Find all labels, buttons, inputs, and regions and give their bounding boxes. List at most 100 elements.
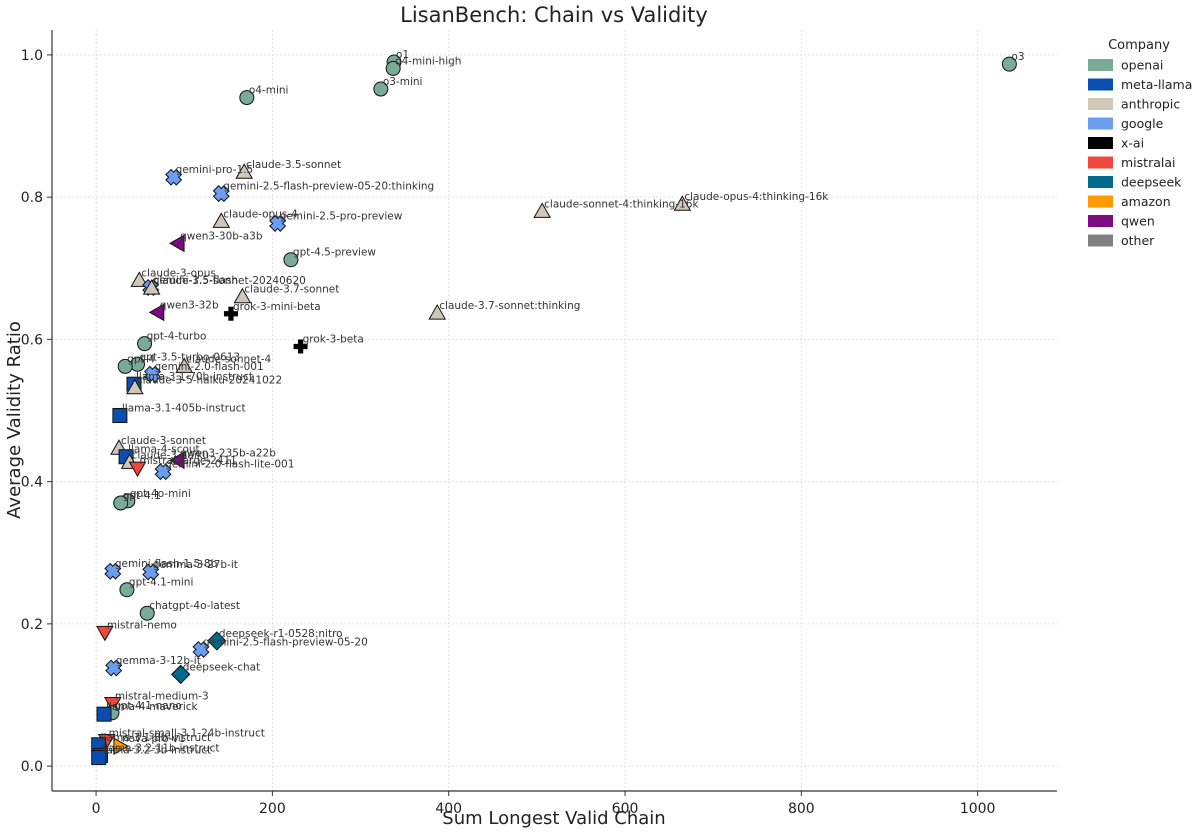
legend-label: mistralai: [1121, 155, 1175, 170]
axes: [47, 30, 1057, 796]
legend-label: qwen: [1121, 214, 1155, 229]
data-point: [385, 60, 401, 76]
data-point: [126, 378, 144, 395]
point-label: gemini-2.5-pro-preview: [280, 210, 403, 222]
x-tick-label: 0: [92, 801, 101, 817]
point-label: gemini-pro-1.5: [176, 164, 254, 176]
point-label: o4-mini-high: [395, 55, 461, 67]
point-label: gpt-4.1: [123, 490, 161, 502]
y-tick-label: 0.8: [21, 190, 43, 206]
point-label: qwen3-30b-a3b: [180, 230, 263, 242]
point-label: claude-sonnet-4:thinking-16k: [544, 198, 699, 210]
point-label: deepseek-r1-0528:nitro: [219, 628, 343, 640]
data-point: [171, 664, 191, 685]
legend-swatch: [1088, 137, 1113, 149]
x-tick-label: 800: [788, 801, 815, 817]
data-points: [91, 54, 1017, 766]
legend-label: other: [1121, 233, 1155, 248]
point-label: mistral-medium-3: [115, 691, 209, 703]
point-label: claude-3.5-sonnet: [246, 159, 341, 171]
legend-swatch: [1088, 98, 1113, 110]
point-label: gemini-2.5-flash-preview-05-20:thinking: [223, 181, 434, 193]
point-label: gemini-2.5-flash-preview-05-20: [203, 636, 368, 648]
legend-label: amazon: [1121, 194, 1171, 209]
data-point: [428, 304, 447, 320]
point-label: claude-opus-4: [223, 208, 298, 220]
point-label: chatgpt-4o-latest: [149, 600, 240, 612]
point-label: nova-pro-v1: [122, 733, 185, 745]
data-point: [207, 631, 227, 651]
y-tick-label: 0.4: [21, 475, 43, 491]
data-point: [117, 358, 133, 374]
x-tick-label: 200: [259, 801, 286, 817]
data-point: [373, 81, 389, 97]
point-label: llama-3.1-8b-instruct: [101, 732, 211, 744]
point-label: mistral-large-2411: [140, 455, 237, 467]
y-tick-label: 0.2: [21, 617, 43, 633]
data-point: [212, 212, 231, 228]
data-point: [142, 279, 161, 295]
x-axis-title: Sum Longest Valid Chain: [442, 808, 665, 829]
data-point: [192, 640, 210, 658]
x-tick-label: 600: [612, 801, 639, 817]
legend-swatch: [1088, 78, 1113, 91]
legend-label: x-ai: [1121, 136, 1144, 151]
data-point: [130, 271, 149, 287]
legend-label: google: [1121, 116, 1164, 131]
point-label: o3: [1011, 51, 1024, 63]
data-point: [169, 451, 185, 470]
x-tick-label: 1000: [960, 801, 996, 817]
data-point: [233, 287, 252, 304]
data-point: [119, 582, 135, 598]
point-label: o1: [396, 49, 409, 61]
data-point: [137, 336, 153, 352]
point-label: claude-3-opus: [141, 267, 216, 279]
y-tick-label: 1.0: [21, 48, 43, 64]
data-point: [293, 339, 308, 354]
point-label: gpt-4.1-nano: [114, 700, 182, 712]
point-label: gemini-2.0-flash-lite-001: [165, 459, 294, 471]
legend-label: anthropic: [1121, 97, 1180, 112]
point-label: gpt-4: [127, 353, 155, 365]
legend-swatch: [1088, 215, 1113, 227]
data-point: [283, 252, 299, 268]
point-label: gpt-4o-mini: [130, 488, 191, 500]
point-label: gemini-2.0-flash-001: [155, 361, 264, 373]
point-label: gpt-4.1-mini: [129, 577, 193, 589]
data-point: [175, 357, 194, 373]
data-point: [1001, 56, 1017, 72]
point-label: grok-3-mini-beta: [233, 301, 321, 313]
chart-title: LisanBench: Chain vs Validity: [400, 3, 708, 27]
legend-swatch: [1088, 195, 1113, 208]
point-label: o4-mini: [249, 85, 289, 97]
y-tick-label: 0.0: [21, 759, 43, 775]
y-axis-title: Average Validity Ratio: [4, 321, 25, 519]
point-label: llama-3.1-70b-instruct: [136, 371, 253, 383]
point-label: llama-4-scout: [128, 444, 200, 456]
legend-swatch: [1088, 117, 1113, 130]
data-point: [113, 495, 129, 511]
grid-lines: [52, 30, 1057, 791]
data-point: [142, 563, 160, 581]
point-label: gemini-flash-1.5-8b: [115, 558, 218, 570]
legend-swatch: [1088, 156, 1113, 169]
data-point: [96, 625, 114, 642]
point-label: claude-3-haiku: [132, 449, 210, 461]
point-label: claude-sonnet-4: [186, 353, 271, 365]
data-point: [235, 163, 254, 179]
point-label: deepseek-chat: [183, 661, 260, 673]
data-point: [533, 202, 552, 218]
legend-swatch: [1088, 234, 1113, 247]
data-point: [128, 461, 147, 478]
point-label: claude-3.5-sonnet-20240620: [154, 275, 306, 287]
data-point: [154, 463, 172, 481]
point-label: gpt-4-turbo: [147, 331, 207, 343]
data-point: [212, 185, 230, 203]
point-label: llama-3.1-405b-instruct: [122, 402, 246, 414]
data-point: [169, 234, 185, 253]
data-point: [148, 303, 165, 322]
legend-label: deepseek: [1121, 175, 1182, 190]
